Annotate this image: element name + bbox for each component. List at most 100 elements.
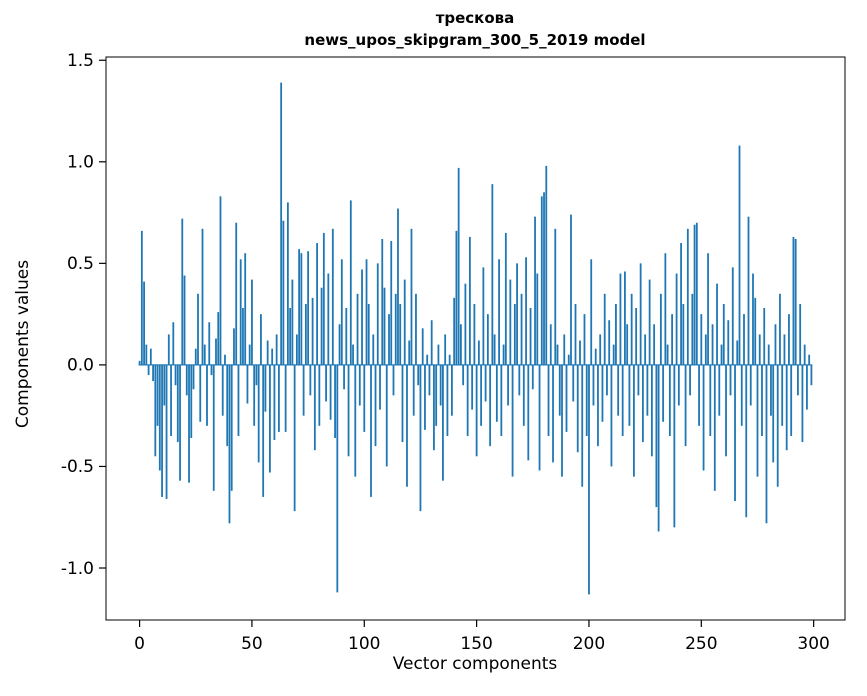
- bar: [388, 314, 390, 365]
- bar: [630, 293, 633, 365]
- bar: [731, 267, 734, 365]
- bar: [338, 324, 341, 365]
- bar: [765, 364, 768, 524]
- bar: [682, 303, 685, 365]
- bar: [152, 364, 154, 382]
- chart-title-model: news_upos_skipgram_300_5_2019 model: [304, 31, 645, 49]
- bar: [774, 324, 777, 365]
- bar: [646, 364, 649, 416]
- bar: [260, 314, 262, 365]
- bar: [358, 364, 361, 406]
- bar: [174, 364, 177, 386]
- bar: [379, 364, 381, 410]
- bar: [327, 273, 330, 365]
- bar: [513, 303, 516, 365]
- bar: [179, 364, 181, 481]
- bar: [493, 334, 496, 365]
- bar: [734, 364, 736, 501]
- bar: [203, 344, 206, 365]
- bars-group: [138, 82, 813, 595]
- bar: [282, 220, 285, 365]
- bar: [374, 364, 377, 447]
- bar: [210, 364, 213, 376]
- bar: [785, 364, 788, 451]
- bar: [700, 314, 703, 365]
- bar: [147, 364, 150, 376]
- bar: [356, 293, 359, 365]
- bar: [536, 273, 539, 365]
- bar: [221, 364, 224, 416]
- plot-border: [105, 56, 846, 621]
- bar: [233, 328, 235, 365]
- y-tick-label: 1.5: [67, 51, 94, 71]
- bar: [367, 303, 370, 365]
- bar: [334, 364, 336, 439]
- bar: [320, 287, 323, 365]
- bar: [711, 324, 714, 365]
- bar: [788, 314, 790, 365]
- bar: [289, 308, 292, 365]
- bar: [727, 320, 730, 365]
- bar: [230, 364, 233, 491]
- bar: [761, 364, 763, 436]
- bar: [161, 364, 163, 497]
- bar: [464, 283, 467, 365]
- bar: [311, 297, 314, 365]
- bar: [453, 297, 456, 365]
- bar: [677, 364, 680, 406]
- bar: [199, 364, 202, 422]
- bar: [794, 238, 797, 365]
- bar: [527, 364, 530, 461]
- bar: [385, 364, 388, 467]
- bar: [442, 364, 444, 481]
- bar: [662, 364, 665, 422]
- bar: [684, 364, 687, 447]
- bar: [619, 273, 622, 365]
- bar: [176, 364, 179, 443]
- bar: [603, 293, 606, 365]
- bar: [617, 364, 620, 416]
- bar: [206, 364, 208, 426]
- bar: [576, 364, 579, 453]
- bar: [543, 192, 545, 365]
- bar: [767, 344, 770, 365]
- bar: [504, 232, 507, 365]
- bar: [594, 348, 597, 365]
- bar: [673, 364, 676, 528]
- bar: [763, 308, 766, 365]
- bar: [655, 364, 658, 508]
- bar: [563, 334, 566, 365]
- bar: [419, 364, 422, 512]
- bar: [188, 364, 190, 483]
- bar: [271, 348, 274, 365]
- bar: [462, 364, 465, 386]
- y-tick-label: 1.0: [67, 153, 94, 173]
- bar: [498, 259, 500, 365]
- bar: [680, 243, 682, 365]
- bar: [736, 340, 739, 365]
- bar: [403, 279, 406, 365]
- bar: [192, 364, 195, 390]
- bar: [592, 364, 595, 406]
- bar: [621, 364, 624, 436]
- bar: [545, 165, 548, 365]
- bar: [707, 253, 709, 365]
- bar: [653, 324, 656, 365]
- bar: [511, 364, 514, 477]
- bar: [363, 364, 366, 432]
- bar: [190, 364, 193, 439]
- bar: [143, 281, 145, 365]
- bar: [455, 230, 458, 365]
- bar: [650, 364, 653, 457]
- bar: [280, 82, 283, 365]
- bar: [572, 364, 575, 402]
- chart-title-word: трескова: [436, 9, 515, 27]
- bar: [558, 364, 561, 416]
- bar: [430, 320, 433, 365]
- bar: [549, 324, 552, 365]
- bar: [424, 364, 426, 430]
- bar: [574, 303, 577, 365]
- bar: [340, 259, 343, 365]
- bar: [729, 364, 732, 396]
